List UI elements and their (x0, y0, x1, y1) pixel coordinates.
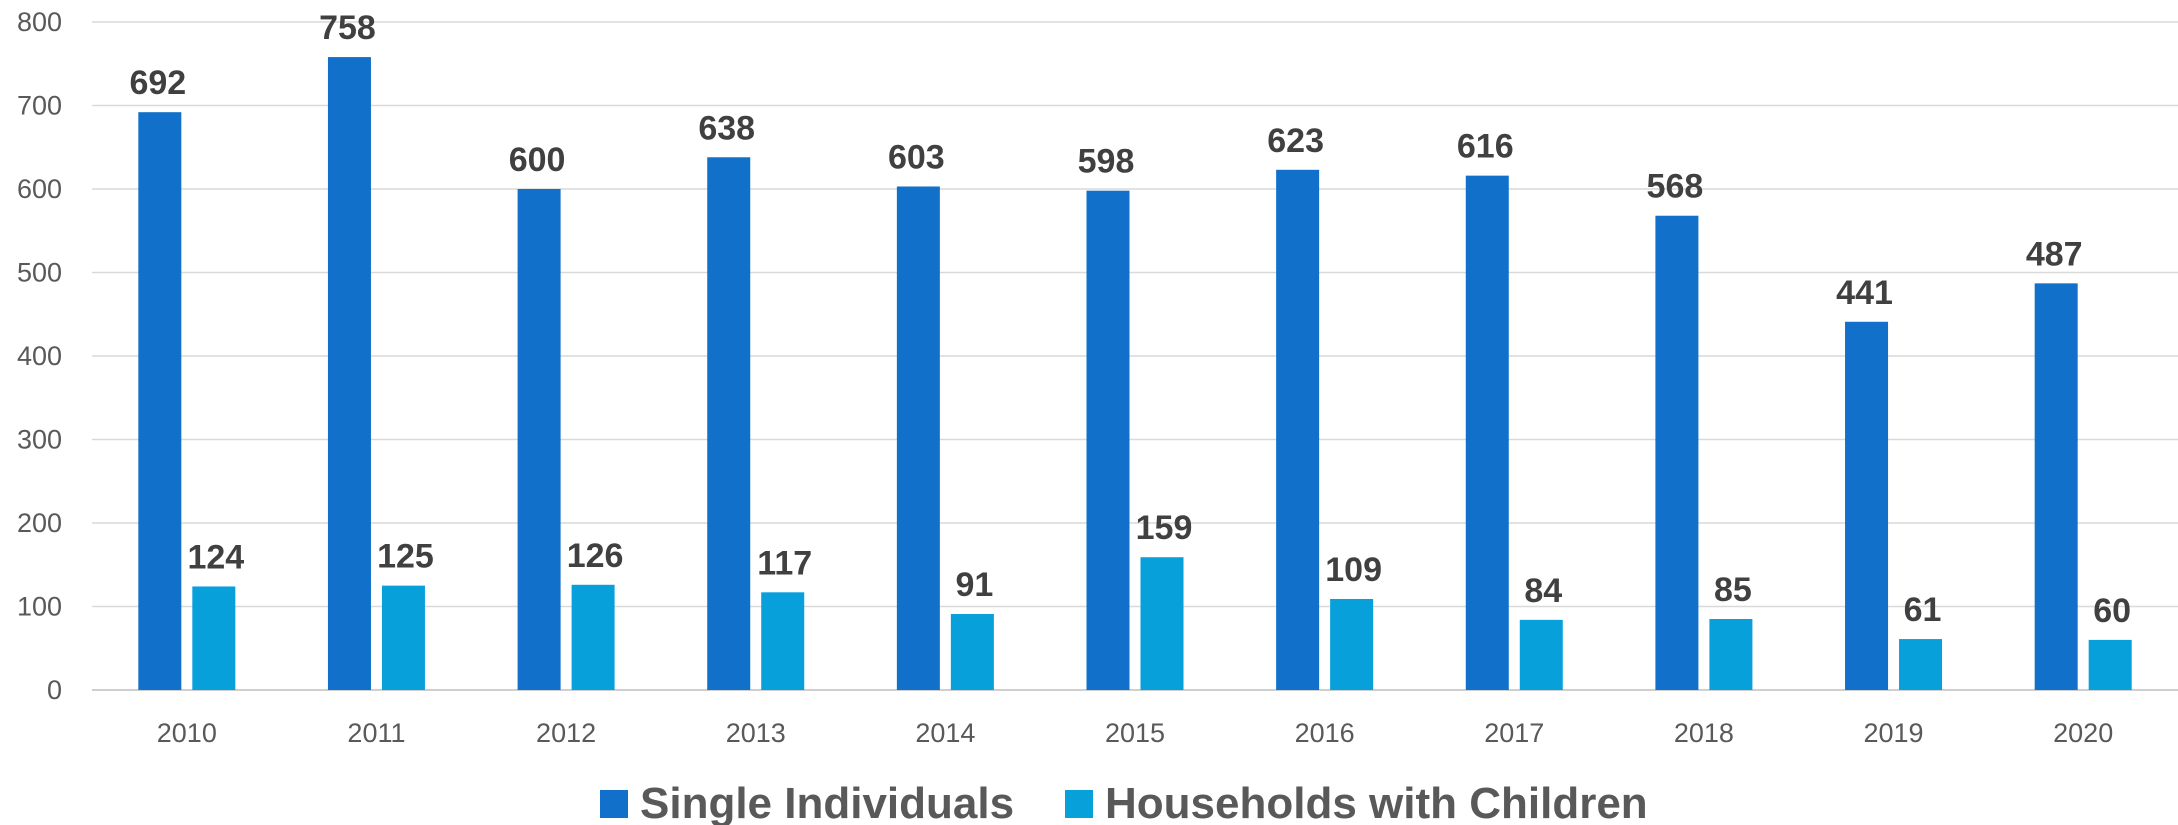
y-tick-label: 100 (17, 592, 62, 622)
x-tick-label: 2012 (536, 718, 596, 748)
bar-single-individuals-2020 (2034, 283, 2078, 690)
x-tick-label: 2020 (2053, 718, 2113, 748)
data-label: 159 (1136, 509, 1193, 547)
bar-single-individuals-2014 (896, 186, 940, 690)
x-tick-label: 2017 (1484, 718, 1544, 748)
y-tick-label: 800 (17, 7, 62, 37)
x-tick-label: 2014 (915, 718, 975, 748)
bar-households-with-children-2013 (761, 592, 805, 690)
data-label: 60 (2093, 592, 2131, 630)
data-label: 616 (1457, 128, 1514, 166)
data-label: 758 (319, 9, 376, 47)
data-label: 638 (698, 109, 755, 147)
x-tick-label: 2018 (1674, 718, 1734, 748)
legend-swatch (1065, 790, 1093, 818)
y-tick-label: 300 (17, 425, 62, 455)
legend-label: Single Individuals (640, 779, 1014, 825)
data-label: 603 (888, 138, 945, 176)
y-tick-label: 600 (17, 174, 62, 204)
bar-households-with-children-2017 (1519, 619, 1563, 690)
data-label: 692 (129, 64, 186, 102)
data-label: 117 (757, 544, 812, 582)
x-tick-label: 2015 (1105, 718, 1165, 748)
bar-households-with-children-2015 (1140, 557, 1184, 690)
gridlines (92, 21, 2178, 691)
legend-swatch (600, 790, 628, 818)
data-label: 598 (1078, 143, 1135, 181)
bar-single-individuals-2012 (517, 189, 561, 690)
bar-single-individuals-2019 (1845, 321, 1889, 690)
legend: Single Individuals Households with Childr… (600, 779, 1648, 825)
bar-single-individuals-2010 (138, 112, 182, 691)
y-tick-label: 200 (17, 508, 62, 538)
bar-households-with-children-2019 (1899, 639, 1943, 690)
data-label: 125 (377, 538, 434, 576)
data-label: 84 (1524, 572, 1562, 610)
bar-households-with-children-2018 (1709, 619, 1753, 690)
x-axis: 2010 2011 2012 2013 2014 2015 2016 2017 2018 2019… (157, 718, 2113, 748)
bar-single-individuals-2011 (327, 57, 371, 690)
y-tick-label: 400 (17, 341, 62, 371)
x-tick-label: 2016 (1295, 718, 1355, 748)
data-label: 487 (2026, 235, 2083, 273)
y-tick-label: 0 (47, 675, 62, 705)
bar-households-with-children-2012 (571, 584, 615, 690)
data-label: 91 (955, 566, 993, 604)
y-axis: 0 100 200 300 400 500 600 700 800 (17, 7, 62, 705)
data-label: 623 (1267, 122, 1324, 160)
data-label: 126 (567, 537, 624, 575)
y-tick-label: 700 (17, 91, 62, 121)
data-label: 441 (1836, 274, 1893, 312)
bar-single-individuals-2017 (1465, 175, 1509, 690)
y-tick-label: 500 (17, 258, 62, 288)
legend-label: Households with Children (1105, 779, 1648, 825)
bar-single-individuals-2018 (1655, 215, 1699, 690)
bar-single-individuals-2013 (707, 157, 751, 690)
bar-households-with-children-2010 (192, 586, 236, 690)
bars (138, 57, 2132, 691)
x-tick-label: 2019 (1864, 718, 1924, 748)
x-tick-label: 2011 (347, 718, 405, 748)
bar-single-individuals-2016 (1276, 169, 1320, 691)
x-tick-label: 2013 (726, 718, 786, 748)
bar-households-with-children-2020 (2088, 639, 2132, 690)
data-label: 600 (509, 141, 566, 179)
bar-single-individuals-2015 (1086, 190, 1130, 691)
bar-households-with-children-2014 (950, 614, 994, 690)
data-label: 568 (1647, 168, 1704, 206)
data-labels: 692 124 758 125 600 126 638 117 603 91 598 159 623 10… (129, 9, 2131, 630)
data-label: 85 (1714, 571, 1752, 609)
x-tick-label: 2010 (157, 718, 217, 748)
bar-households-with-children-2016 (1330, 598, 1374, 690)
data-label: 124 (187, 538, 244, 576)
data-label: 61 (1904, 591, 1942, 629)
bar-households-with-children-2011 (381, 585, 425, 690)
data-label: 109 (1325, 551, 1382, 589)
